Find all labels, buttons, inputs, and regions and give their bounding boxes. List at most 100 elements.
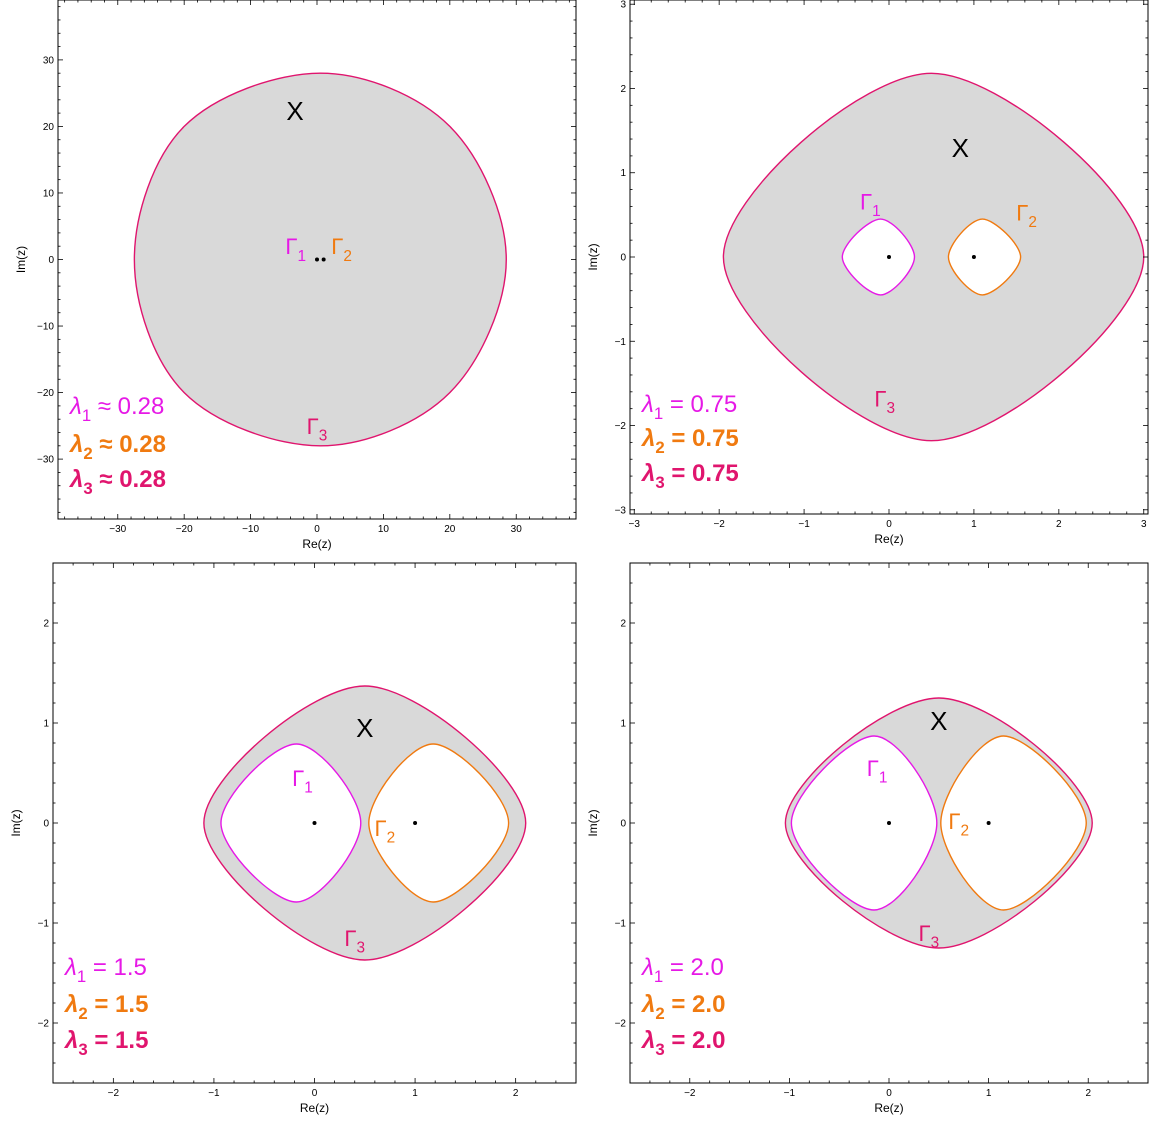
point-1 xyxy=(887,821,891,825)
curve-label-Γ1-base: Γ xyxy=(860,189,872,214)
x-tick-label: 3 xyxy=(1141,519,1147,530)
lambda-2-annotation-base: λ xyxy=(640,425,655,452)
x-tick-label: −1 xyxy=(798,519,810,530)
lambda-2-annotation-value: ≈ 0.28 xyxy=(93,431,166,458)
region-x xyxy=(723,73,1144,441)
lambda-1-annotation-base: λ xyxy=(63,954,77,981)
y-tick-label: 2 xyxy=(620,84,626,95)
point-2 xyxy=(986,821,991,825)
lambda-3-annotation-subscript: 3 xyxy=(655,1040,664,1059)
curve-label-Γ2-base: Γ xyxy=(1016,200,1028,225)
y-tick-label: 1 xyxy=(43,719,49,730)
point-1 xyxy=(315,257,319,262)
y-tick-label: 20 xyxy=(43,122,55,133)
y-tick-label: −2 xyxy=(38,1019,50,1030)
lambda-2-annotation-subscript: 2 xyxy=(655,438,664,457)
lambda-1-annotation: λ1 = 0.75 xyxy=(640,391,737,423)
y-axis-label: Im(z) xyxy=(14,246,28,273)
curve-label-Γ2-base: Γ xyxy=(375,816,387,841)
hole-2 xyxy=(948,219,1021,295)
curve-label-Γ1: Γ1 xyxy=(285,234,306,265)
hole-1 xyxy=(791,736,937,910)
lambda-2-annotation-value: = 2.0 xyxy=(665,991,726,1018)
curve-label-Γ2-base: Γ xyxy=(948,809,960,834)
lambda-1-annotation-value: = 2.0 xyxy=(663,954,724,981)
curve-label-Γ1: Γ1 xyxy=(292,766,313,797)
x-tick-label: 10 xyxy=(378,524,390,535)
lambda-3-annotation-subscript: 3 xyxy=(83,479,92,498)
hole-2 xyxy=(940,736,1087,910)
lambda-3-annotation-base: λ xyxy=(640,460,655,487)
lambda-1-annotation-subscript: 1 xyxy=(654,404,663,423)
y-tick-label: 2 xyxy=(620,619,626,630)
lambda-3-annotation: λ3 = 0.75 xyxy=(640,460,739,492)
region-x xyxy=(134,73,507,446)
x-tick-label: 0 xyxy=(886,519,892,530)
curve-label-Γ2-base: Γ xyxy=(331,234,343,259)
lambda-2-annotation: λ2 = 1.5 xyxy=(63,991,148,1023)
y-tick-label: 0 xyxy=(43,819,49,830)
curve-label-Γ3: Γ3 xyxy=(307,414,328,445)
y-axis-label: Im(z) xyxy=(586,809,600,836)
curve-Γ3 xyxy=(784,697,1093,949)
point-1 xyxy=(312,821,317,825)
x-tick-label: −2 xyxy=(108,1088,120,1099)
y-axis-label: Im(z) xyxy=(586,243,600,270)
lambda-1-annotation-subscript: 1 xyxy=(77,967,86,986)
lambda-2-annotation-base: λ xyxy=(63,991,78,1018)
y-tick-label: 0 xyxy=(48,255,54,266)
y-tick-label: −1 xyxy=(615,919,627,930)
lambda-2-annotation: λ2 = 2.0 xyxy=(640,991,725,1023)
curve-Γ1 xyxy=(841,218,916,296)
x-tick-label: −1 xyxy=(208,1088,220,1099)
x-tick-label: −2 xyxy=(684,1088,696,1099)
lambda-2-annotation: λ2 = 0.75 xyxy=(640,425,739,457)
curve-Γ1 xyxy=(220,743,362,903)
point-2 xyxy=(321,257,326,262)
lambda-1-annotation: λ1 = 2.0 xyxy=(640,954,724,986)
hole-1 xyxy=(842,219,915,295)
x-tick-label: 2 xyxy=(1056,519,1062,530)
curve-Γ2 xyxy=(947,218,1022,296)
curve-label-Γ1-subscript: 1 xyxy=(298,248,307,265)
curve-label-Γ3: Γ3 xyxy=(874,387,895,418)
lambda-3-annotation-base: λ xyxy=(640,1027,655,1054)
curve-label-Γ3-subscript: 3 xyxy=(319,427,328,444)
curve-label-Γ2: Γ2 xyxy=(948,809,969,840)
lambda-2-annotation-value: = 0.75 xyxy=(665,425,739,452)
curve-label-Γ1-base: Γ xyxy=(867,756,879,781)
curve-label-Γ2-subscript: 2 xyxy=(387,830,396,847)
x-tick-label: 0 xyxy=(312,1088,318,1099)
lambda-3-annotation-value: = 1.5 xyxy=(88,1027,149,1054)
lambda-1-annotation-subscript: 1 xyxy=(654,967,663,986)
curve-Γ2 xyxy=(940,735,1087,911)
curve-label-Γ1-base: Γ xyxy=(292,766,304,791)
x-tick-label: −1 xyxy=(784,1088,796,1099)
y-tick-label: 0 xyxy=(620,253,626,264)
lambda-3-annotation: λ3 = 1.5 xyxy=(63,1027,148,1059)
lambda-3-annotation: λ3 = 2.0 xyxy=(640,1027,725,1059)
curve-label-Γ3-base: Γ xyxy=(919,921,931,946)
y-tick-label: −2 xyxy=(615,1019,627,1030)
curve-label-Γ1: Γ1 xyxy=(867,756,888,787)
point-2 xyxy=(971,255,976,259)
curve-label-Γ1-subscript: 1 xyxy=(879,770,888,787)
x-tick-label: 0 xyxy=(886,1088,892,1099)
x-tick-label: −20 xyxy=(176,524,193,535)
curve-label-Γ2-subscript: 2 xyxy=(961,823,970,840)
x-tick-label: 0 xyxy=(314,524,320,535)
y-tick-label: 30 xyxy=(43,55,55,66)
lambda-3-annotation-value: = 2.0 xyxy=(665,1027,726,1054)
region-label: X xyxy=(356,713,373,743)
curve-label-Γ3-base: Γ xyxy=(874,387,886,412)
x-axis-label: Re(z) xyxy=(302,537,331,551)
x-tick-label: 20 xyxy=(444,524,456,535)
lambda-2-annotation-subscript: 2 xyxy=(78,1004,87,1023)
